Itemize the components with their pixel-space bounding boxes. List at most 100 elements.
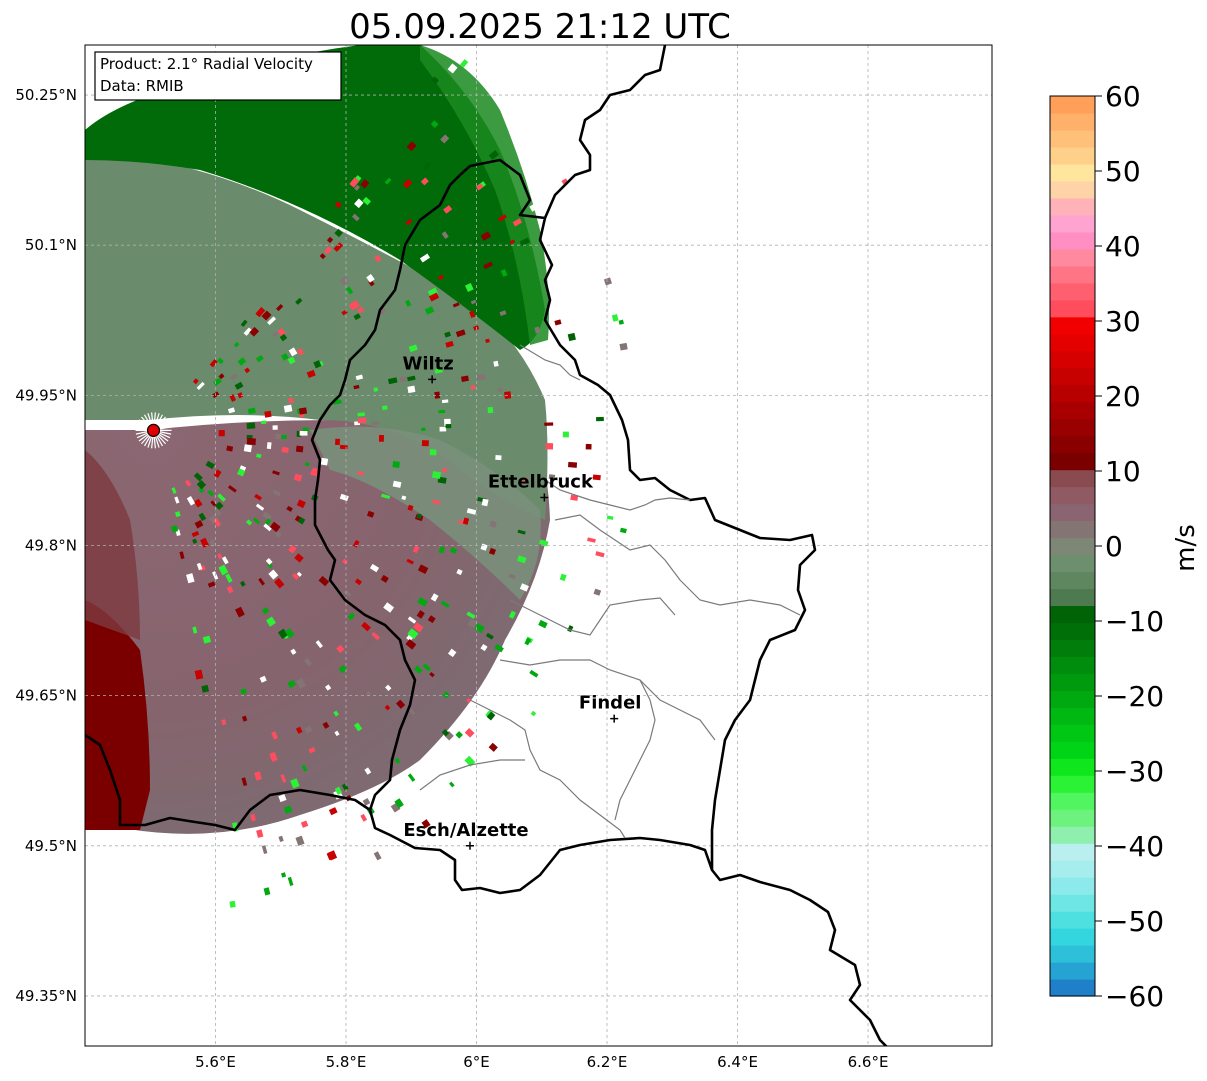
echo-speckle — [266, 562, 273, 569]
echo-speckle — [266, 616, 276, 627]
echo-speckle — [259, 675, 267, 683]
echo-speckle — [278, 794, 287, 803]
echo-speckle — [420, 177, 429, 186]
echo-speckle — [179, 551, 185, 560]
colorbar-band — [1050, 214, 1095, 233]
radar-site-marker — [135, 412, 172, 449]
echo-speckle — [235, 606, 245, 618]
echo-speckle — [212, 517, 222, 528]
echo-speckle — [349, 177, 360, 188]
echo-speckle — [365, 690, 372, 697]
lat-tick-label: 50.25°N — [15, 86, 77, 104]
colorbar-band — [1050, 96, 1095, 114]
echo-speckle — [430, 593, 439, 602]
echo-speckle — [447, 63, 458, 74]
echo-speckle — [186, 573, 195, 584]
echo-speckle — [443, 205, 453, 214]
echo-speckle — [437, 274, 444, 281]
echo-speckle — [522, 477, 529, 482]
echo-speckle — [198, 486, 205, 494]
echo-speckle — [488, 150, 500, 160]
echo-speckle — [234, 381, 244, 390]
echo-speckle — [466, 611, 476, 619]
echo-speckle — [470, 384, 476, 390]
map-frame — [84, 44, 993, 1047]
lon-tick-label: 6.6°E — [848, 1053, 889, 1071]
echo-speckle — [432, 471, 441, 479]
echo-speckle — [407, 616, 417, 624]
echo-speckle — [503, 743, 513, 753]
colorbar-band — [1050, 826, 1095, 844]
echo-speckle — [416, 513, 422, 519]
echo-speckle — [300, 820, 309, 828]
colorbar-band — [1050, 979, 1095, 997]
echo-speckle — [255, 354, 264, 363]
echo-speckle — [276, 303, 284, 312]
echo-speckle — [295, 726, 303, 734]
echo-speckle — [385, 684, 392, 692]
echo-speckle — [474, 623, 485, 634]
colorbar-tick-label: 60 — [1105, 80, 1141, 113]
echo-speckle — [246, 422, 256, 430]
colorbar-band — [1050, 656, 1095, 674]
lon-tick-label: 5.6°E — [195, 1053, 236, 1071]
map-gridlines — [85, 45, 992, 1046]
echo-speckle — [287, 876, 294, 887]
echo-speckle — [469, 310, 476, 319]
echo-speckle — [548, 474, 556, 480]
colorbar-tick-label: −40 — [1105, 830, 1164, 863]
echo-speckle — [382, 405, 388, 411]
echo-speckle — [357, 306, 365, 314]
echo-speckle — [354, 198, 364, 209]
echo-speckle — [517, 555, 527, 564]
echo-speckle — [217, 357, 224, 365]
echo-speckle — [445, 423, 452, 429]
echo-speckle — [267, 316, 277, 326]
echo-speckle — [460, 59, 469, 68]
city-label: Wiltz — [402, 353, 453, 374]
echo-speckle — [384, 177, 392, 185]
echo-speckle — [485, 632, 494, 640]
echo-speckle — [296, 499, 306, 509]
echo-speckle — [192, 378, 199, 385]
echo-speckle — [290, 778, 300, 789]
echo-speckle — [322, 721, 330, 729]
echo-speckle — [304, 725, 313, 734]
colorbar-band — [1050, 282, 1095, 301]
echo-speckle — [423, 162, 432, 170]
echo-speckle — [237, 468, 246, 477]
echo-speckle — [284, 628, 295, 639]
echo-speckle — [229, 900, 236, 908]
echo-speckle — [218, 373, 225, 380]
lat-tick-label: 49.65°N — [15, 687, 77, 705]
echo-speckle — [381, 493, 391, 500]
echo-speckle — [299, 430, 308, 436]
colorbar-band — [1050, 911, 1095, 929]
echo-speckle — [237, 357, 247, 366]
echo-speckle — [567, 461, 578, 468]
echo-speckle — [319, 253, 326, 260]
map-area: Wiltz Ettelbruck Findel Esch/Alzette — [85, 45, 992, 1046]
echo-speckle — [559, 573, 567, 582]
colorbar-tick-label: 50 — [1105, 155, 1141, 188]
echo-speckle — [213, 508, 222, 517]
echo-speckle — [201, 684, 209, 693]
echo-speckle — [442, 691, 450, 699]
echo-speckle — [268, 569, 279, 580]
echo-speckle — [512, 218, 523, 227]
info-data-source: Data: RMIB — [100, 77, 184, 95]
echo-speckle — [357, 471, 364, 476]
echo-speckle — [562, 293, 571, 301]
lon-tick-label: 5.8°E — [326, 1053, 367, 1071]
colorbar-tick-label: −50 — [1105, 905, 1164, 938]
echo-speckle — [354, 184, 360, 191]
echo-speckle — [362, 798, 371, 806]
echo-speckle — [427, 287, 439, 298]
echo-speckle — [186, 496, 196, 506]
echo-speckle — [480, 643, 488, 652]
echo-speckle — [406, 634, 414, 642]
echo-speckle — [324, 684, 332, 691]
echo-speckle — [603, 277, 612, 286]
echo-inbound-outer — [420, 45, 549, 345]
echo-speckle — [274, 577, 285, 589]
